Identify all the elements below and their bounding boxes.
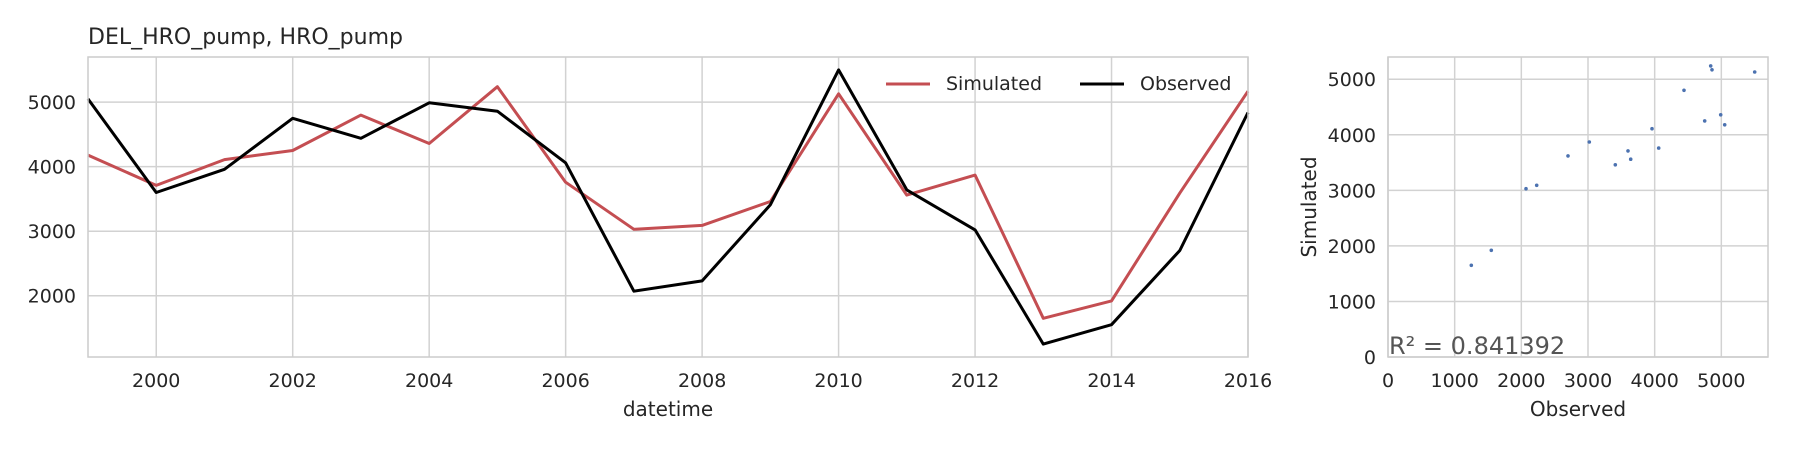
timeseries-frame (87, 56, 1249, 358)
scatter-frame (1387, 56, 1769, 358)
timeseries-y-ticks: 2000 3000 4000 5000 (28, 92, 76, 308)
scatter-x-tick-label: 3000 (1564, 370, 1612, 392)
scatter-point (1656, 146, 1661, 150)
scatter-y-tick-label: 0 (1364, 347, 1376, 369)
scatter-point (1628, 157, 1633, 161)
scatter-point (1708, 64, 1713, 68)
timeseries-series (86, 68, 1250, 346)
scatter-point (1613, 163, 1618, 167)
scatter-x-tick-label: 5000 (1697, 370, 1745, 392)
scatter-gridlines (1387, 57, 1768, 358)
timeseries-x-tick-label: 2016 (1224, 370, 1272, 392)
scatter-point (1710, 68, 1714, 72)
timeseries-y-tick-label: 2000 (28, 286, 76, 308)
scatter-y-tick-label: 1000 (1328, 291, 1376, 313)
scatter-x-tick-label: 1000 (1430, 370, 1478, 392)
scatter-y-tick-label: 3000 (1328, 180, 1376, 202)
scatter-chart: 0 1000 2000 3000 4000 5000 0 1000 2000 3000 4000 5… (1297, 56, 1769, 421)
scatter-x-tick-label: 2000 (1497, 370, 1545, 392)
timeseries-x-label: datetime (623, 397, 713, 421)
scatter-plot-area (1388, 57, 1768, 357)
timeseries-title: DEL_HRO_pump, HRO_pump (88, 25, 403, 50)
scatter-point (1702, 119, 1707, 123)
timeseries-y-tick-label: 3000 (28, 221, 76, 243)
r2-annotation: R² = 0.841392 (1389, 332, 1565, 360)
timeseries-x-tick-label: 2004 (405, 370, 453, 392)
scatter-y-ticks: 0 1000 2000 3000 4000 5000 (1328, 69, 1376, 369)
timeseries-x-tick-label: 2010 (814, 370, 862, 392)
timeseries-x-tick-label: 2006 (541, 370, 589, 392)
scatter-point (1650, 126, 1654, 131)
timeseries-plot-area (88, 57, 1248, 357)
scatter-y-tick-label: 2000 (1328, 236, 1376, 258)
scatter-x-ticks: 0 1000 2000 3000 4000 5000 (1382, 370, 1746, 392)
timeseries-x-tick-label: 2002 (269, 370, 317, 392)
timeseries-y-tick-label: 5000 (28, 92, 76, 114)
scatter-points (1469, 64, 1757, 268)
scatter-point (1524, 186, 1528, 191)
timeseries-legend: Simulated Observed (886, 73, 1231, 95)
legend-label-simulated: Simulated (946, 73, 1042, 95)
scatter-point (1752, 70, 1757, 74)
scatter-x-tick-label: 0 (1382, 370, 1394, 392)
scatter-x-label: Observed (1530, 397, 1626, 421)
scatter-point (1566, 154, 1570, 158)
scatter-y-label: Simulated (1297, 156, 1321, 257)
timeseries-chart: 2000 2002 2004 2006 2008 2010 2012 2014 2016 200… (28, 25, 1273, 421)
series-line-observed (86, 68, 1250, 346)
scatter-point (1534, 183, 1539, 188)
scatter-y-tick-label: 5000 (1328, 69, 1376, 91)
timeseries-x-ticks: 2000 2002 2004 2006 2008 2010 2012 2014 2016 (132, 370, 1272, 392)
scatter-y-tick-label: 4000 (1328, 125, 1376, 147)
timeseries-x-tick-label: 2012 (951, 370, 999, 392)
timeseries-y-tick-label: 4000 (28, 157, 76, 179)
scatter-point (1718, 113, 1723, 117)
scatter-point (1722, 123, 1727, 127)
scatter-point (1489, 248, 1494, 253)
scatter-point (1469, 263, 1474, 268)
scatter-point (1682, 88, 1686, 93)
scatter-point (1587, 140, 1592, 144)
timeseries-x-tick-label: 2014 (1087, 370, 1135, 392)
timeseries-x-tick-label: 2008 (678, 370, 726, 392)
timeseries-x-tick-label: 2000 (132, 370, 180, 392)
scatter-point (1626, 149, 1630, 153)
legend-label-observed: Observed (1140, 73, 1231, 95)
series-line-simulated (87, 85, 1250, 320)
scatter-x-tick-label: 4000 (1630, 370, 1678, 392)
